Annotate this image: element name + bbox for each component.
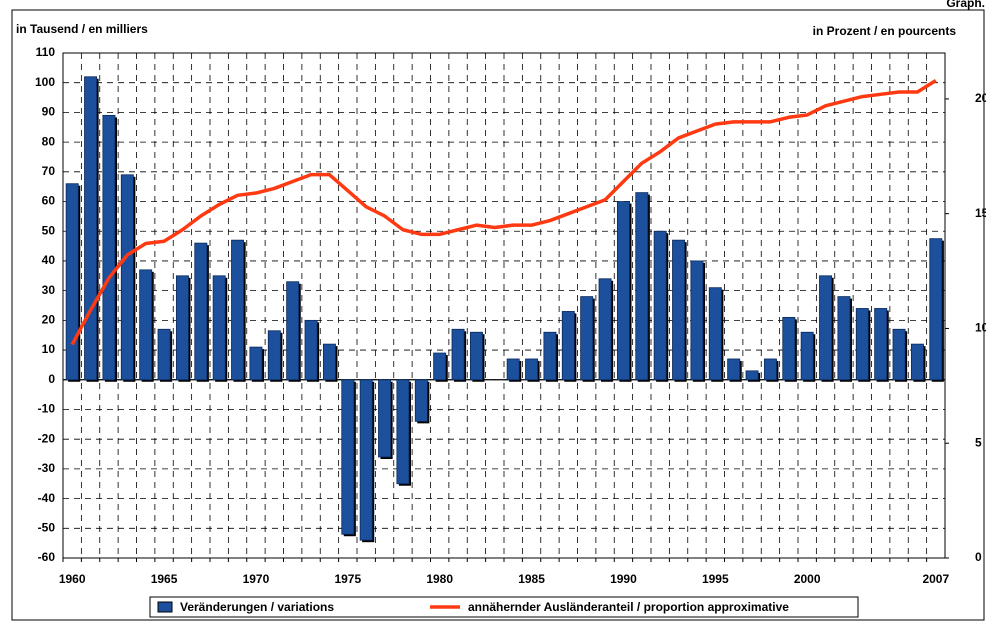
y-tick-label: 40 bbox=[42, 253, 56, 267]
bar bbox=[194, 242, 208, 381]
y-tick-label: 0 bbox=[48, 372, 55, 386]
x-tick-label: 1980 bbox=[426, 572, 453, 586]
y-tick-label: -30 bbox=[38, 461, 56, 475]
bar bbox=[708, 287, 722, 381]
bar bbox=[653, 230, 667, 381]
legend-label: Veränderungen / variations bbox=[180, 600, 334, 614]
bar bbox=[65, 183, 79, 381]
bar bbox=[874, 308, 888, 381]
y-tick-label: 70 bbox=[42, 164, 56, 178]
legend-label: annähernder Ausländeranteil / proportion… bbox=[468, 600, 789, 614]
y-tick-label: 20 bbox=[42, 313, 56, 327]
x-tick-label: 1975 bbox=[334, 572, 361, 586]
bar bbox=[543, 331, 557, 381]
bar bbox=[249, 346, 263, 381]
bar bbox=[396, 379, 410, 485]
x-tick-label: 1985 bbox=[518, 572, 545, 586]
y-tick-label: -50 bbox=[38, 520, 56, 534]
bar bbox=[378, 379, 392, 458]
y2-tick-label: 20 bbox=[975, 91, 986, 105]
bar bbox=[157, 328, 171, 381]
y-tick-label: 100 bbox=[35, 75, 55, 89]
bar bbox=[433, 352, 447, 381]
y2-axis-label: in Prozent / en pourcents bbox=[813, 24, 957, 38]
y-tick-label: 30 bbox=[42, 283, 56, 297]
y-tick-label: -60 bbox=[38, 550, 56, 564]
bar bbox=[451, 328, 465, 381]
y2-tick-label: 15 bbox=[975, 206, 986, 220]
bar bbox=[782, 316, 796, 381]
bar bbox=[212, 275, 226, 381]
bar bbox=[469, 331, 483, 381]
bar bbox=[598, 278, 612, 381]
legend-box bbox=[149, 596, 859, 618]
y2-tick-label: 5 bbox=[975, 435, 982, 449]
bar bbox=[727, 358, 741, 381]
bar bbox=[102, 114, 116, 381]
bar bbox=[139, 269, 153, 381]
bar bbox=[616, 201, 630, 381]
x-tick-label: 1970 bbox=[243, 572, 270, 586]
bar bbox=[745, 370, 759, 381]
bar bbox=[892, 328, 906, 381]
bar bbox=[286, 281, 300, 381]
bar bbox=[819, 275, 833, 381]
bar bbox=[690, 260, 704, 381]
bar bbox=[175, 275, 189, 381]
x-tick-label: 2007 bbox=[922, 572, 949, 586]
x-tick-label: 1965 bbox=[151, 572, 178, 586]
bar bbox=[84, 76, 98, 381]
y-tick-label: 90 bbox=[42, 105, 56, 119]
y-tick-label: 60 bbox=[42, 194, 56, 208]
bar bbox=[322, 343, 336, 381]
bar bbox=[855, 308, 869, 381]
x-tick-label: 2000 bbox=[794, 572, 821, 586]
bar bbox=[929, 238, 943, 381]
y-tick-label: -40 bbox=[38, 491, 56, 505]
y2-tick-label: 10 bbox=[975, 321, 986, 335]
bar bbox=[414, 379, 428, 422]
frame bbox=[11, 9, 985, 621]
x-tick-label: 1995 bbox=[702, 572, 729, 586]
y2-tick-label: 0 bbox=[975, 550, 982, 564]
bar bbox=[267, 330, 281, 381]
bar bbox=[800, 331, 814, 381]
x-tick-label: 1960 bbox=[59, 572, 86, 586]
y-tick-label: 10 bbox=[42, 342, 56, 356]
bar bbox=[304, 319, 318, 381]
bar bbox=[635, 192, 649, 381]
bar bbox=[341, 379, 355, 535]
line-series bbox=[70, 79, 937, 346]
y-tick-label: -10 bbox=[38, 402, 56, 416]
x-tick-label: 1990 bbox=[610, 572, 637, 586]
y-tick-label: -20 bbox=[38, 431, 56, 445]
y-tick-label: 110 bbox=[36, 45, 56, 59]
bar bbox=[837, 296, 851, 381]
bar bbox=[506, 358, 520, 381]
bar bbox=[672, 239, 686, 381]
y-axis-label: in Tausend / en milliers bbox=[16, 22, 148, 36]
legend-swatch bbox=[157, 601, 173, 613]
bar bbox=[525, 358, 539, 381]
bar bbox=[763, 358, 777, 381]
bar bbox=[120, 174, 134, 381]
bar bbox=[359, 379, 373, 541]
y-tick-label: 80 bbox=[42, 134, 56, 148]
corner-label: Graph. bbox=[946, 0, 985, 10]
y-tick-label: 50 bbox=[42, 223, 56, 237]
bar bbox=[910, 343, 924, 381]
bar bbox=[561, 311, 575, 381]
bar bbox=[580, 296, 594, 381]
bar bbox=[231, 239, 245, 381]
